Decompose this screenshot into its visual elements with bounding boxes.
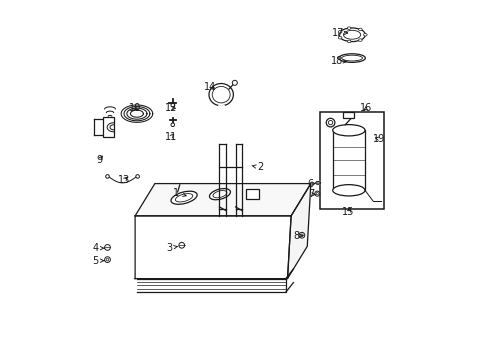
- Circle shape: [300, 234, 303, 237]
- Ellipse shape: [338, 36, 341, 39]
- Ellipse shape: [346, 40, 350, 43]
- Circle shape: [106, 258, 108, 261]
- Bar: [245, 189, 258, 199]
- Circle shape: [171, 123, 174, 127]
- Ellipse shape: [338, 28, 365, 41]
- Text: 10: 10: [129, 103, 141, 113]
- Ellipse shape: [208, 84, 233, 106]
- Ellipse shape: [341, 55, 362, 61]
- Ellipse shape: [338, 31, 341, 33]
- Ellipse shape: [346, 27, 350, 30]
- Circle shape: [325, 118, 334, 127]
- Text: 11: 11: [164, 132, 177, 142]
- Ellipse shape: [175, 194, 192, 202]
- Text: 12: 12: [164, 103, 177, 113]
- Text: 6: 6: [307, 179, 315, 189]
- Polygon shape: [137, 279, 285, 292]
- Circle shape: [298, 232, 304, 238]
- Text: 14: 14: [204, 82, 216, 92]
- Text: 2: 2: [251, 162, 263, 172]
- Circle shape: [104, 257, 110, 262]
- Circle shape: [104, 244, 110, 250]
- Circle shape: [316, 182, 319, 184]
- Ellipse shape: [343, 30, 360, 39]
- Bar: [102, 117, 113, 137]
- Text: 16: 16: [360, 103, 372, 113]
- Text: 17: 17: [331, 28, 347, 38]
- Ellipse shape: [338, 54, 365, 62]
- Ellipse shape: [209, 189, 230, 200]
- Text: 18: 18: [330, 56, 346, 66]
- Ellipse shape: [363, 33, 366, 36]
- Ellipse shape: [171, 191, 197, 204]
- Circle shape: [328, 121, 332, 125]
- Polygon shape: [135, 216, 290, 279]
- Circle shape: [232, 80, 237, 85]
- Text: 8: 8: [293, 231, 302, 240]
- Ellipse shape: [332, 185, 364, 196]
- Bar: [319, 112, 384, 209]
- Bar: [343, 112, 353, 118]
- Ellipse shape: [212, 190, 226, 198]
- Circle shape: [316, 193, 318, 195]
- Circle shape: [136, 175, 139, 178]
- Text: 19: 19: [372, 134, 385, 144]
- Circle shape: [179, 242, 184, 248]
- Polygon shape: [315, 181, 320, 184]
- Ellipse shape: [212, 86, 230, 103]
- Text: 4: 4: [92, 243, 104, 253]
- Circle shape: [105, 175, 109, 178]
- Ellipse shape: [332, 125, 364, 136]
- Circle shape: [171, 103, 174, 107]
- Circle shape: [314, 191, 319, 196]
- Text: 3: 3: [166, 243, 178, 253]
- Text: 5: 5: [92, 256, 104, 266]
- Text: 13: 13: [118, 175, 130, 185]
- Ellipse shape: [358, 39, 362, 41]
- Text: 1: 1: [173, 188, 186, 198]
- Text: 9: 9: [96, 155, 102, 165]
- Ellipse shape: [358, 28, 362, 31]
- Text: 15: 15: [342, 207, 354, 217]
- Text: 7: 7: [307, 189, 315, 199]
- Polygon shape: [287, 184, 310, 279]
- Polygon shape: [135, 184, 310, 216]
